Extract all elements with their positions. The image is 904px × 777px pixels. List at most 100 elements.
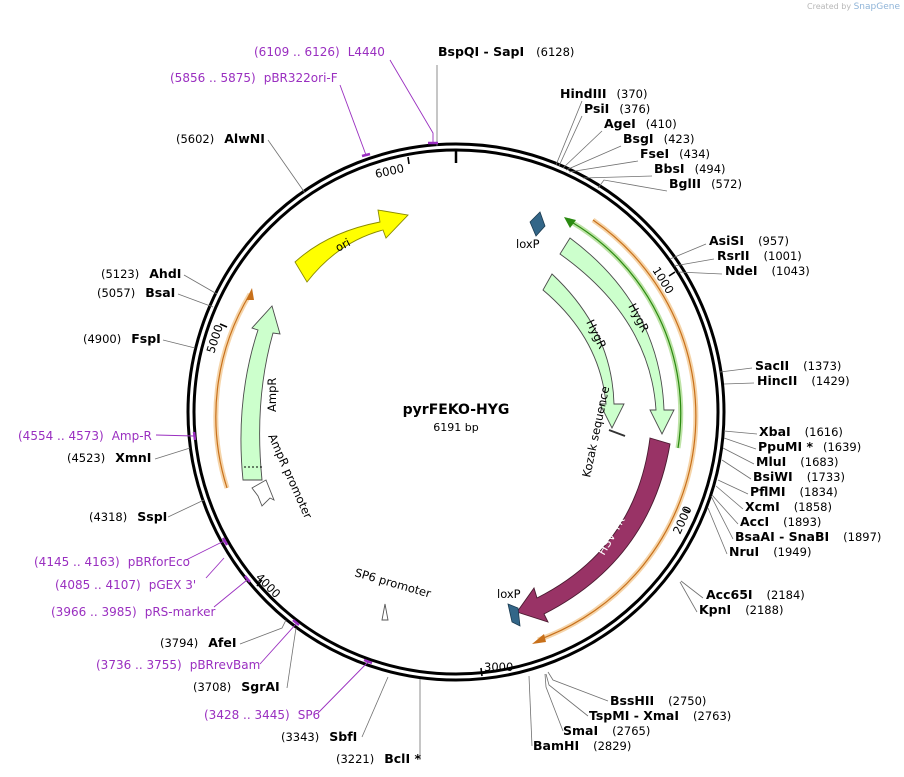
plasmid-name: pyrFEKO-HYG	[403, 402, 510, 418]
leader-ppumi	[723, 437, 757, 450]
mark-pbrrevbam	[292, 619, 300, 626]
mark-sp6	[363, 658, 373, 665]
tick-6000: 6000	[374, 161, 406, 181]
leader-sp6-primer	[317, 661, 369, 714]
leader-xbai	[723, 430, 758, 435]
watermark-brand: SnapGene	[853, 2, 900, 12]
leader-sgrai	[286, 627, 297, 689]
primer-marks	[192, 141, 438, 665]
site-afei: (3794) AfeI	[160, 635, 237, 650]
enzyme-leaders	[154, 65, 758, 760]
leader-xmni	[154, 447, 191, 460]
sp6-promoter-feature	[381, 603, 389, 621]
leader-sbfi	[361, 676, 389, 738]
orange-arc-left-line	[215, 293, 251, 489]
leader-bglii	[597, 179, 668, 192]
leader-sspi	[167, 499, 205, 518]
leader-fspi	[162, 339, 196, 349]
site-psii: PsiI (376)	[584, 101, 650, 116]
leader-ndei	[677, 271, 723, 275]
leader-pbr322ori	[339, 84, 367, 156]
site-asisi: AsiSI (957)	[709, 233, 789, 248]
primer-sp6: (3428 .. 3445) SP6	[204, 708, 320, 722]
hsvtk-feature	[516, 437, 671, 623]
loxp1-feature	[529, 211, 546, 237]
primer-ampr: (4554 .. 4573) Amp-R	[18, 429, 152, 443]
leader-rsrii	[673, 258, 715, 267]
mark-ampr-primer	[192, 431, 197, 441]
site-xbai: XbaI (1616)	[759, 424, 843, 439]
leader-bamhi	[528, 675, 533, 747]
leader-xcmi	[715, 485, 744, 510]
site-acc65i: Acc65I (2184)	[706, 587, 805, 602]
ori-feature	[294, 209, 409, 283]
orange-arc-left-head	[246, 288, 254, 300]
tick-6000-mark	[407, 156, 410, 165]
kozak-feature	[608, 429, 626, 437]
leader-hindiii	[555, 100, 583, 166]
site-hincii: HincII (1429)	[757, 373, 850, 388]
leader-pflmi	[717, 479, 749, 495]
site-bbsi: BbsI (494)	[654, 161, 726, 176]
site-pflmi: PflMI (1834)	[750, 484, 838, 499]
leader-prs-marker	[213, 579, 248, 608]
primer-pbrrevbam: (3736 .. 3755) pBRrevBam	[96, 658, 260, 672]
site-alwni: (5602) AlwNI	[176, 131, 265, 146]
ampr-feature	[240, 305, 281, 481]
tick-4000-mark	[256, 579, 263, 587]
site-ppumi: PpuMI * (1639)	[758, 439, 861, 454]
leader-bsaai	[710, 495, 734, 540]
leader-acc65i	[680, 580, 704, 599]
site-tspmi: TspMI - XmaI (2763)	[589, 708, 731, 723]
hygr-inner-feature	[542, 273, 625, 430]
site-bsaai: BsaAI - SnaBI (1897)	[735, 529, 881, 544]
tick-2000-mark	[683, 508, 691, 513]
leader-mlui	[722, 447, 755, 465]
primer-labels: (6109 .. 6126) L4440 (5856 .. 5875) pBR322…	[18, 45, 385, 722]
primer-pbrforeco: (4145 .. 4163) pBRforEco	[34, 555, 190, 569]
site-fspi: (4900) FspI	[83, 331, 161, 346]
site-bsai: (5057) BsaI	[97, 285, 175, 300]
primer-leaders	[155, 59, 434, 714]
site-fsei: FseI (434)	[640, 146, 710, 161]
site-bcli: (3221) BclI *	[336, 751, 421, 766]
loxp2-feature	[507, 603, 521, 627]
mark-prs-marker	[244, 575, 251, 583]
site-ndei: NdeI (1043)	[725, 263, 810, 278]
tick-1000-mark	[668, 271, 676, 277]
mark-pbrforeco	[221, 537, 229, 546]
green-arc-head	[564, 217, 576, 228]
site-sgrai: (3708) SgrAI	[193, 679, 280, 694]
kozak-label: Kozak sequence	[579, 385, 612, 479]
site-xcmi: XcmI (1858)	[745, 499, 832, 514]
primer-pbr322ori: (5856 .. 5875) pBR322ori-F	[170, 71, 338, 85]
enzyme-labels: BspQI - SapI (6128) HindIII (370) PsiI (376…	[67, 44, 881, 766]
site-kpni: KpnI (2188)	[699, 602, 783, 617]
leader-pbrforeco	[185, 539, 227, 561]
ampr-promoter-label: AmpR promoter	[265, 432, 315, 521]
loxp2-label: loxP	[497, 587, 521, 601]
tick-5000-mark	[219, 323, 228, 328]
site-rsrii: RsrII (1001)	[717, 248, 802, 263]
leader-tspmi	[545, 673, 589, 717]
leader-bsai	[177, 293, 214, 308]
site-agei: AgeI (410)	[604, 116, 677, 131]
mark-pbr322ori	[361, 152, 371, 158]
primer-prs-marker: (3966 .. 3985) pRS-marker	[51, 605, 215, 619]
leader-acci	[711, 494, 739, 525]
site-bsiwi: BsiWI (1733)	[753, 469, 845, 484]
leader-l4440	[389, 59, 434, 142]
leader-asisi	[669, 243, 707, 260]
site-bglii: BglII (572)	[669, 176, 742, 191]
site-hindiii: HindIII (370)	[560, 86, 647, 101]
leader-pgex3	[205, 557, 225, 579]
primer-pgex3: (4085 .. 4107) pGEX 3'	[55, 578, 196, 592]
ampr-promoter-feature	[251, 479, 275, 507]
leader-ahdi	[183, 274, 218, 295]
site-bspqi: BspQI - SapI (6128)	[438, 44, 574, 59]
site-nrui: NruI (1949)	[729, 544, 811, 559]
loxp1-label: loxP	[516, 237, 540, 251]
leader-ampr-primer	[155, 434, 195, 437]
ori-label: ori	[333, 235, 353, 254]
